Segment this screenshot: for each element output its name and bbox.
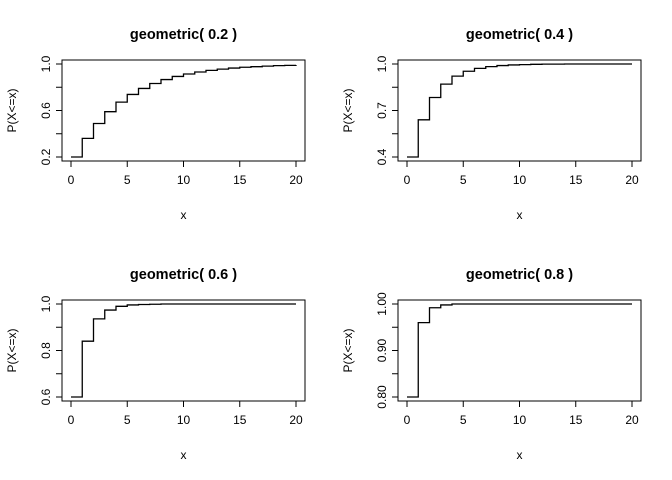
y-tick-label: 0.4: [375, 148, 389, 165]
x-tick-label: 5: [460, 413, 467, 427]
y-tick-label: 0.8: [39, 342, 53, 359]
plot-frame: [61, 299, 306, 402]
y-axis-label: P(X<=x): [341, 88, 355, 132]
x-tick-label: 0: [68, 413, 75, 427]
x-tick-label: 0: [404, 413, 411, 427]
x-tick-label: 10: [177, 173, 191, 187]
cdf-step-line: [71, 303, 296, 398]
panel-title: geometric( 0.4 ): [466, 27, 573, 43]
x-tick-label: 5: [124, 413, 131, 427]
chart-panel-1: geometric( 0.2 ) 0 5 10 15 20 0.2 0.6 1.0 x P(X<=x…: [5, 27, 306, 222]
y-axis-label: P(X<=x): [5, 88, 19, 132]
x-tick-label: 5: [124, 173, 131, 187]
x-tick-label: 15: [233, 413, 247, 427]
y-tick-label: 1.0: [39, 295, 53, 312]
x-tick-label: 10: [177, 413, 191, 427]
y-axis-label: P(X<=x): [5, 328, 19, 372]
chart-panel-3: geometric( 0.6 ) 0 5 10 15 20 0.6 0.8 1.0 x P(X<=x…: [5, 267, 306, 462]
x-tick-label: 0: [404, 173, 411, 187]
cdf-step-line: [407, 63, 632, 158]
y-tick-label: 0.90: [375, 338, 389, 362]
x-tick-label: 10: [513, 173, 527, 187]
x-tick-label: 5: [460, 173, 467, 187]
cdf-step-line: [71, 64, 297, 158]
y-axis-label: P(X<=x): [341, 328, 355, 372]
x-tick-label: 20: [625, 413, 639, 427]
y-tick-label: 1.0: [39, 55, 53, 72]
x-tick-label: 15: [569, 173, 583, 187]
x-axis-label: x: [181, 448, 187, 462]
panel-title: geometric( 0.8 ): [466, 267, 573, 283]
y-tick-label: 1.00: [375, 292, 389, 316]
x-tick-label: 10: [513, 413, 527, 427]
cdf-step-line: [407, 303, 632, 398]
x-tick-label: 20: [625, 173, 639, 187]
y-tick-label: 1.0: [375, 55, 389, 72]
x-axis-label: x: [517, 448, 523, 462]
plot-frame: [397, 59, 642, 162]
x-axis-label: x: [517, 208, 523, 222]
chart-panel-4: geometric( 0.8 ) 0 5 10 15 20 0.80 0.90 1.00 x P(X…: [341, 267, 642, 462]
chart-panel-2: geometric( 0.4 ) 0 5 10 15 20 0.4 0.7 1.0 x P(X<=x…: [341, 27, 642, 222]
panel-title: geometric( 0.2 ): [130, 27, 237, 43]
y-tick-label: 0.80: [375, 385, 389, 409]
x-tick-label: 20: [289, 413, 303, 427]
plot-frame: [397, 299, 642, 402]
y-tick-label: 0.6: [39, 388, 53, 405]
x-axis-label: x: [181, 208, 187, 222]
y-tick-label: 0.2: [39, 148, 53, 165]
x-tick-label: 0: [68, 173, 75, 187]
y-tick-label: 0.7: [375, 102, 389, 119]
x-tick-label: 20: [289, 173, 303, 187]
x-tick-label: 15: [569, 413, 583, 427]
y-tick-label: 0.6: [39, 102, 53, 119]
x-tick-label: 15: [233, 173, 247, 187]
panel-title: geometric( 0.6 ): [130, 267, 237, 283]
